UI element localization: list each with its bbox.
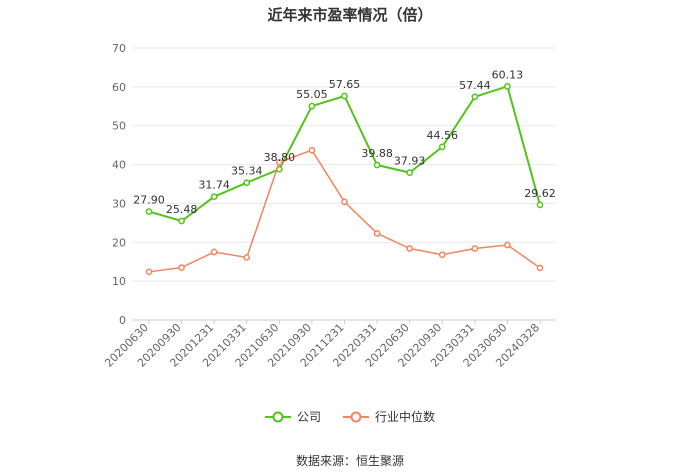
data-point: [438, 251, 446, 259]
data-point: [373, 161, 381, 169]
y-tick-label: 30: [112, 197, 126, 210]
data-point: [504, 241, 511, 249]
series-line-1: [148, 149, 541, 273]
legend-label-industry-median: 行业中位数: [375, 410, 436, 424]
data-point: [145, 268, 153, 276]
legend-label-company: 公司: [296, 410, 321, 424]
data-label: 27.90: [133, 194, 165, 207]
legend-item-industry-median[interactable]: 行业中位数: [343, 408, 435, 425]
y-tick-label: 0: [119, 314, 126, 327]
data-label: 60.13: [492, 68, 524, 81]
data-label: 25.48: [166, 203, 198, 216]
y-tick-label: 20: [112, 236, 126, 249]
data-point: [341, 92, 348, 100]
data-label: 39.88: [361, 147, 393, 160]
data-label: 38.80: [264, 151, 296, 164]
data-point: [243, 179, 251, 187]
data-point: [341, 198, 348, 206]
y-tick-label: 10: [112, 275, 126, 288]
data-point: [275, 158, 283, 166]
data-label: 37.93: [394, 155, 426, 168]
series-layer: [145, 83, 544, 276]
data-label: 57.65: [329, 78, 361, 91]
data-point: [536, 264, 544, 272]
data-point: [308, 146, 316, 154]
data-point: [406, 169, 414, 176]
data-point: [471, 93, 479, 101]
data-point: [536, 201, 544, 209]
y-tick-label: 70: [112, 42, 126, 55]
data-point: [210, 193, 218, 201]
data-point: [308, 102, 316, 110]
data-label: 35.34: [231, 165, 263, 178]
data-point: [243, 254, 251, 261]
data-point: [178, 264, 185, 271]
data-label: 29.62: [524, 187, 556, 200]
legend-swatch-industry-median: [343, 411, 369, 422]
y-tick-label: 40: [112, 159, 126, 172]
legend-item-company[interactable]: 公司: [264, 408, 321, 425]
data-label: 44.56: [427, 129, 459, 142]
data-point: [145, 208, 153, 215]
data-point: [178, 217, 185, 225]
legend-swatch-company: [264, 411, 291, 422]
data-label: 31.74: [198, 179, 230, 192]
y-tick-label: 60: [112, 81, 126, 94]
data-point: [210, 248, 218, 256]
data-point: [406, 245, 414, 252]
chart-title: 近年来市盈率情况（倍）: [267, 6, 433, 24]
legend: 公司 行业中位数: [0, 408, 700, 425]
data-source-note: 数据来源：恒生聚源: [295, 454, 404, 468]
data-label: 55.05: [296, 88, 328, 101]
data-point: [438, 143, 446, 151]
data-point: [373, 229, 381, 237]
data-point: [504, 83, 511, 90]
data-label: 57.44: [459, 79, 491, 92]
data-point: [471, 245, 479, 252]
y-tick-label: 50: [112, 120, 126, 133]
